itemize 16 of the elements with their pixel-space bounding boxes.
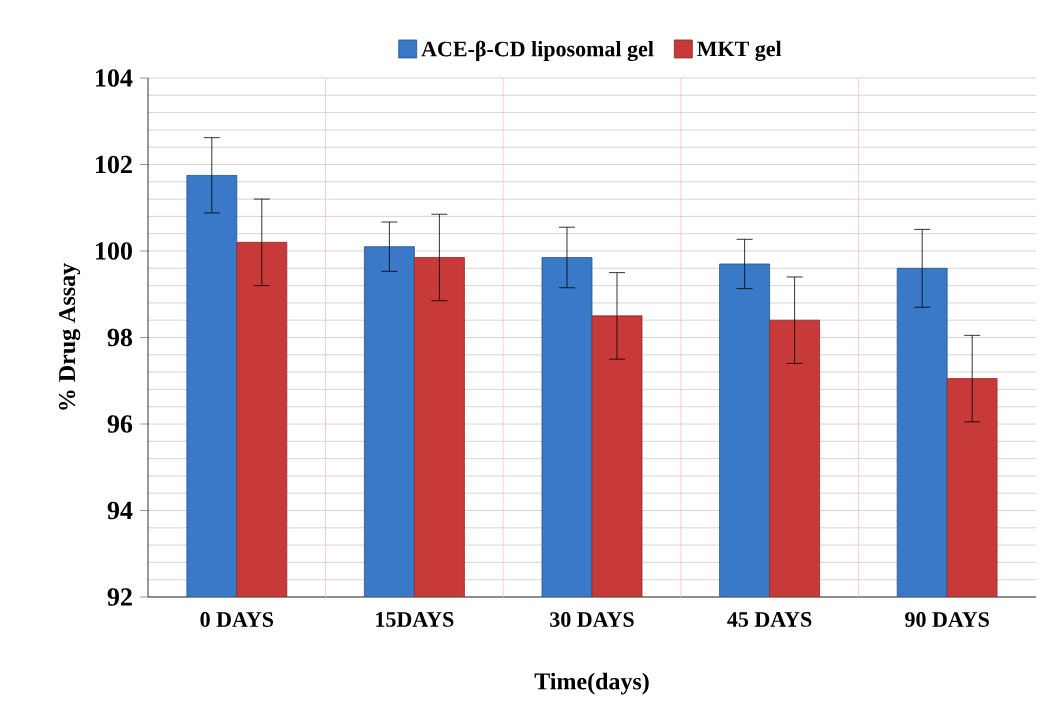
x-tick-label: 90 DAYS bbox=[905, 612, 989, 627]
x-tick-label: 0 DAYS bbox=[200, 612, 274, 627]
y-axis-title: % Drug Assay bbox=[58, 263, 81, 410]
x-axis-title: Time(days) bbox=[534, 672, 649, 695]
y-tick-label: 94 bbox=[107, 501, 133, 520]
y-tick-label: 98 bbox=[107, 328, 133, 347]
x-tick-label: 45 DAYS bbox=[727, 612, 812, 627]
y-tick-label: 100 bbox=[96, 242, 132, 260]
legend-label: MKT gel bbox=[697, 40, 782, 61]
x-tick-label: 15DAYS bbox=[376, 612, 454, 627]
y-tick-label: 92 bbox=[107, 588, 132, 606]
x-tick-label: 30 DAYS bbox=[550, 612, 634, 627]
y-tick-label: 104 bbox=[96, 69, 133, 87]
y-tick-label: 102 bbox=[96, 155, 132, 174]
y-tick-label: 96 bbox=[107, 415, 133, 433]
legend-label: ACE-β-CD liposomal gel bbox=[421, 40, 654, 62]
